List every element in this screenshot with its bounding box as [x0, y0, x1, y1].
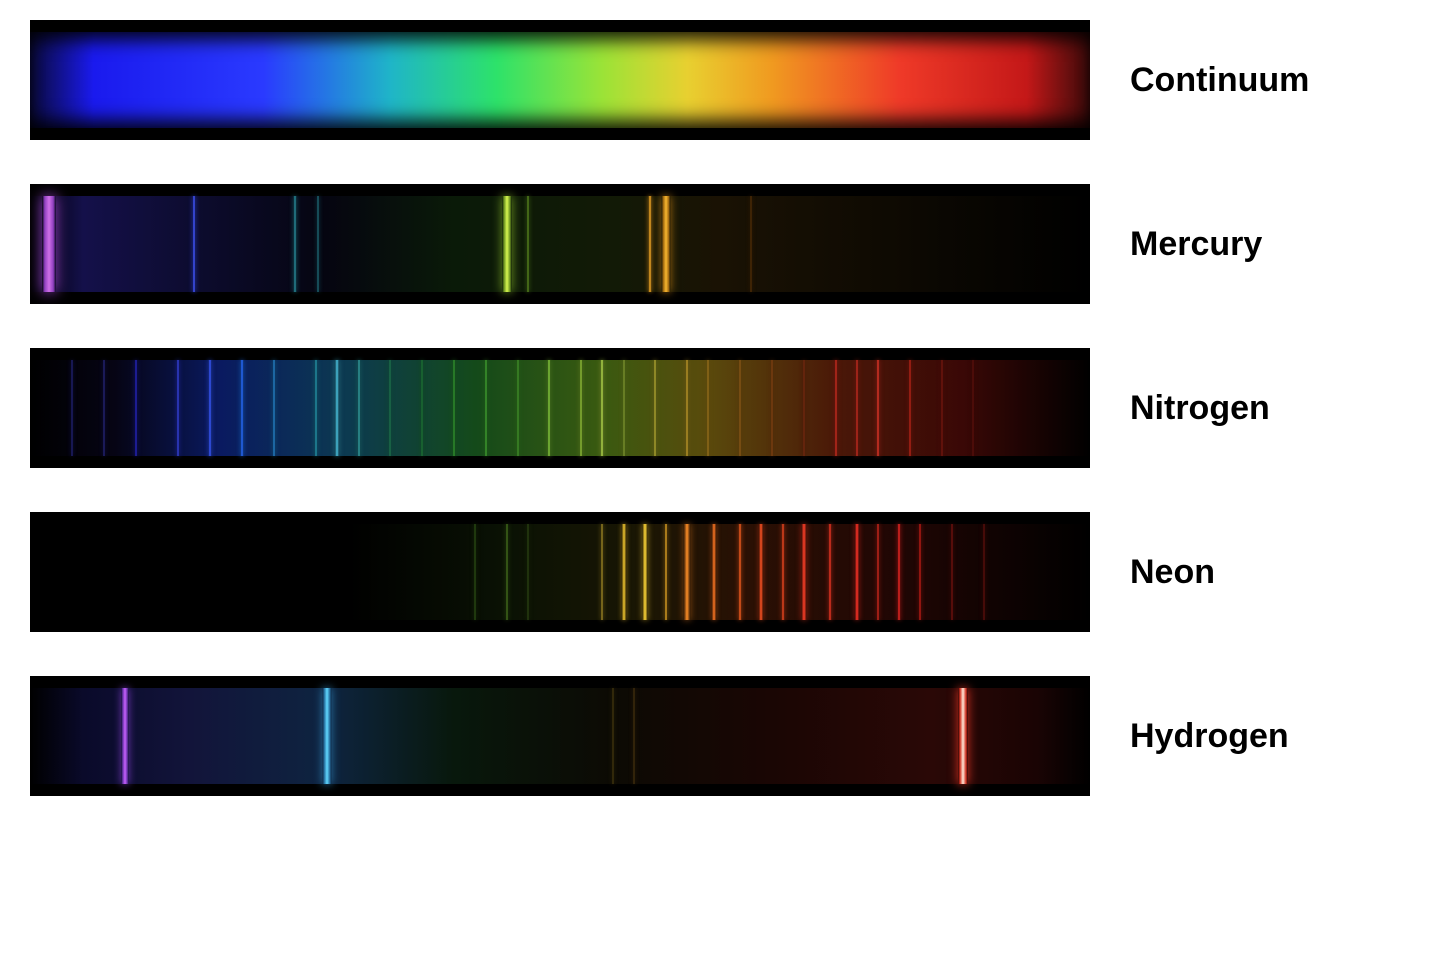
- emission-line-mercury-5: [527, 196, 530, 292]
- emission-line-neon-18: [951, 524, 953, 620]
- spectrum-row-neon: Neon: [30, 512, 1418, 632]
- emission-line-neon-4: [621, 524, 626, 620]
- emission-line-hydrogen-2: [612, 688, 614, 784]
- emission-line-neon-3: [601, 524, 604, 620]
- continuum-gradient: [30, 32, 1090, 128]
- label-hydrogen: Hydrogen: [1130, 717, 1289, 756]
- label-continuum: Continuum: [1130, 61, 1309, 100]
- emission-line-nitrogen-21: [707, 360, 709, 456]
- spectrum-mercury: [30, 184, 1090, 304]
- emission-line-nitrogen-26: [855, 360, 858, 456]
- emission-line-mercury-6: [648, 196, 652, 292]
- emission-line-mercury-4: [502, 196, 512, 292]
- emission-line-nitrogen-7: [315, 360, 318, 456]
- emission-line-nitrogen-9: [357, 360, 360, 456]
- emission-line-nitrogen-4: [208, 360, 212, 456]
- emission-line-nitrogen-0: [71, 360, 73, 456]
- emission-line-nitrogen-30: [972, 360, 974, 456]
- emission-line-mercury-1: [193, 196, 196, 292]
- emission-line-neon-19: [983, 524, 985, 620]
- emission-line-neon-13: [828, 524, 832, 620]
- label-nitrogen: Nitrogen: [1130, 389, 1270, 428]
- emission-line-neon-2: [527, 524, 529, 620]
- spectrum-inner-hydrogen: [30, 688, 1090, 784]
- emission-line-hydrogen-1: [322, 688, 331, 784]
- emission-line-neon-12: [801, 524, 807, 620]
- emission-line-hydrogen-0: [121, 688, 129, 784]
- emission-line-nitrogen-18: [623, 360, 625, 456]
- emission-line-mercury-8: [750, 196, 752, 292]
- spectrum-bg-hydrogen: [30, 688, 1090, 784]
- emission-line-hydrogen-4: [958, 688, 968, 784]
- spectrum-row-nitrogen: Nitrogen: [30, 348, 1418, 468]
- spectrum-row-continuum: Continuum: [30, 20, 1418, 140]
- spectrum-inner-continuum: [30, 32, 1090, 128]
- spectrum-row-mercury: Mercury: [30, 184, 1418, 304]
- emission-line-nitrogen-1: [103, 360, 105, 456]
- emission-line-nitrogen-16: [580, 360, 583, 456]
- emission-line-nitrogen-23: [771, 360, 773, 456]
- emission-line-nitrogen-12: [453, 360, 456, 456]
- emission-line-neon-6: [665, 524, 668, 620]
- emission-line-neon-17: [919, 524, 922, 620]
- emission-line-nitrogen-2: [135, 360, 138, 456]
- emission-line-mercury-3: [317, 196, 319, 292]
- emission-line-neon-16: [897, 524, 901, 620]
- emission-line-nitrogen-11: [421, 360, 423, 456]
- emission-line-nitrogen-24: [803, 360, 805, 456]
- spectrum-row-hydrogen: Hydrogen: [30, 676, 1418, 796]
- spectrum-bg-mercury: [30, 196, 1090, 292]
- spectrum-neon: [30, 512, 1090, 632]
- emission-line-nitrogen-25: [834, 360, 838, 456]
- emission-line-nitrogen-10: [389, 360, 391, 456]
- emission-line-neon-9: [738, 524, 742, 620]
- spectrum-hydrogen: [30, 676, 1090, 796]
- spectra-container: Continuum Mercury Nitrogen Neon Hydrogen: [30, 20, 1418, 796]
- spectrum-nitrogen: [30, 348, 1090, 468]
- emission-line-nitrogen-27: [876, 360, 880, 456]
- emission-line-nitrogen-22: [739, 360, 741, 456]
- emission-line-nitrogen-8: [335, 360, 340, 456]
- emission-line-mercury-0: [42, 196, 56, 292]
- emission-line-neon-5: [642, 524, 648, 620]
- label-neon: Neon: [1130, 553, 1215, 592]
- emission-line-nitrogen-17: [600, 360, 604, 456]
- emission-line-mercury-7: [662, 196, 671, 292]
- spectrum-continuum: [30, 20, 1090, 140]
- emission-line-nitrogen-6: [272, 360, 275, 456]
- emission-line-neon-0: [474, 524, 476, 620]
- emission-line-nitrogen-20: [686, 360, 689, 456]
- emission-line-nitrogen-29: [941, 360, 943, 456]
- emission-line-nitrogen-19: [654, 360, 657, 456]
- emission-line-hydrogen-3: [633, 688, 635, 784]
- spectrum-inner-mercury: [30, 196, 1090, 292]
- emission-line-neon-8: [711, 524, 716, 620]
- emission-line-neon-14: [854, 524, 859, 620]
- spectrum-inner-nitrogen: [30, 360, 1090, 456]
- emission-line-neon-15: [877, 524, 880, 620]
- emission-line-nitrogen-13: [484, 360, 487, 456]
- emission-line-mercury-2: [293, 196, 297, 292]
- spectrum-bg-neon: [30, 524, 1090, 620]
- emission-line-nitrogen-5: [240, 360, 244, 456]
- label-mercury: Mercury: [1130, 225, 1262, 264]
- emission-line-nitrogen-14: [517, 360, 519, 456]
- emission-line-neon-7: [684, 524, 691, 620]
- emission-line-nitrogen-15: [547, 360, 551, 456]
- emission-line-neon-1: [506, 524, 509, 620]
- emission-line-neon-11: [781, 524, 785, 620]
- emission-line-nitrogen-28: [908, 360, 911, 456]
- emission-line-nitrogen-3: [177, 360, 180, 456]
- emission-line-neon-10: [759, 524, 764, 620]
- spectrum-inner-neon: [30, 524, 1090, 620]
- spectrum-bg-nitrogen: [30, 360, 1090, 456]
